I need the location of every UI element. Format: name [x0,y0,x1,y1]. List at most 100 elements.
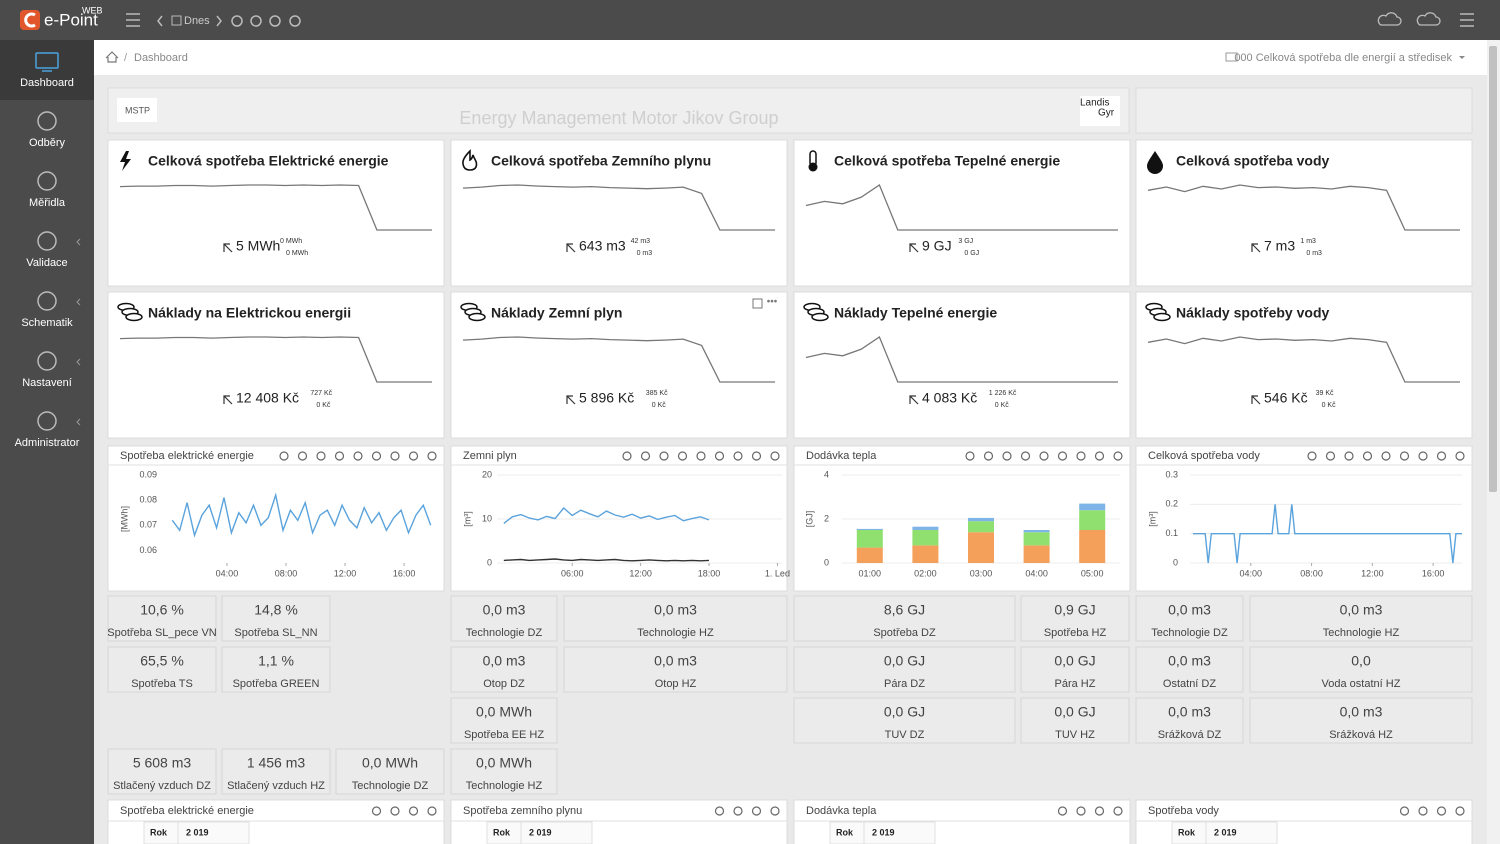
panel-tool[interactable] [1418,806,1428,816]
nav-item[interactable]: Nastavení [22,377,72,389]
nav-item[interactable]: Odběry [29,137,66,149]
panel-tool[interactable] [427,451,437,461]
date-nav[interactable]: Dnes [184,15,210,27]
icon-flame [462,149,478,171]
selector-caret[interactable] [1459,56,1465,59]
panel-tool[interactable] [1307,451,1317,461]
x-tick-label: 03:00 [970,568,993,578]
home-icon[interactable] [105,51,119,63]
toolbar-icon[interactable] [269,15,281,27]
toolbar-icon[interactable] [231,15,243,27]
nav-icon [37,171,57,191]
panel-tool[interactable] [1076,451,1086,461]
panel-tool[interactable] [751,806,762,816]
panel-tool[interactable] [279,451,289,461]
nav-item[interactable]: Administrator [15,437,80,449]
cloud-icon[interactable] [1377,12,1402,26]
y-tick-label: 0 [1173,557,1178,567]
nav-next[interactable] [216,15,222,27]
panel-tool[interactable] [408,806,419,816]
toolbar-icon[interactable] [250,15,262,27]
panel-tool[interactable] [733,451,743,461]
panel-tool[interactable] [1455,451,1465,461]
panel-tool[interactable] [1076,806,1086,816]
panel-tool[interactable] [390,451,400,461]
panel-tool[interactable] [733,806,743,816]
panel-tool[interactable] [965,451,975,461]
panel-tool[interactable] [696,451,706,461]
panel-tool[interactable] [622,451,632,461]
panel-tool[interactable] [427,806,437,816]
chart-panel [107,445,445,592]
panel-tool[interactable] [1418,451,1428,461]
nav-prev[interactable] [157,15,163,27]
panel-tool[interactable] [1436,451,1447,461]
panel-tool[interactable] [297,451,308,461]
nav-item[interactable]: Dashboard [20,77,74,89]
panel-tool[interactable] [1002,451,1012,461]
panel-tool[interactable] [1057,806,1068,816]
kpi-card [107,291,445,439]
x-tick-label: 18:00 [698,568,721,578]
panel-tool[interactable] [714,451,725,461]
panel-tool[interactable] [1399,451,1410,461]
kpi-card [793,139,1131,287]
kpi-trend-icon [223,395,233,405]
line-series [171,492,432,538]
panel-tool[interactable] [1094,451,1105,461]
dashboard-selector[interactable]: 000 Celková spotřeba dle energií a střed… [1234,52,1452,64]
panel-tool[interactable] [1039,451,1049,461]
bar-segment [1023,532,1050,546]
nav-item[interactable]: Schematik [21,317,73,329]
panel-tool[interactable] [1436,806,1447,816]
x-tick-label: 12:00 [629,568,652,578]
nav-item[interactable]: Měřidla [29,197,66,209]
panel-tool[interactable] [983,451,994,461]
scrollbar-thumb[interactable] [1489,46,1497,492]
panel-tool[interactable] [334,451,345,461]
stat-tile [1020,697,1130,744]
panel-tool[interactable] [1325,451,1336,461]
breadcrumb-bar [94,40,1487,75]
nav-icon [35,52,59,69]
panel-tool[interactable] [371,806,382,816]
panel-tool[interactable] [316,451,326,461]
panel-tool[interactable] [751,451,762,461]
panel-tool[interactable] [677,451,688,461]
panel-tool[interactable] [390,806,400,816]
card-action[interactable] [752,298,763,309]
nav-caret [76,238,81,246]
panel-tool[interactable] [1344,451,1354,461]
panel-tool[interactable] [371,451,382,461]
panel-tool[interactable] [770,806,780,816]
panel-tool[interactable] [770,451,780,461]
panel-tool[interactable] [353,451,363,461]
toolbar-icon[interactable] [289,15,301,27]
panel-tool[interactable] [1455,806,1465,816]
kpi-trend-icon [1251,395,1261,405]
panel-tool[interactable] [1381,451,1391,461]
stat-tile [1249,595,1473,642]
panel-tool[interactable] [1399,806,1410,816]
x-tick-label: 04:00 [1025,568,1048,578]
stat-tile [221,595,331,642]
panel-tool[interactable] [1113,806,1123,816]
panel-tool[interactable] [640,451,651,461]
card-menu[interactable]: ••• [767,297,778,308]
cloud-icon[interactable] [1416,12,1441,26]
panel-tool[interactable] [714,806,725,816]
panel-tool[interactable] [659,451,669,461]
stat-label: Spotřeba SL_NN [234,627,317,639]
panel-tool[interactable] [1362,451,1373,461]
panel-tool[interactable] [408,451,419,461]
kpi-title: Náklady na Elektrickou energii [148,305,351,321]
panel-tool[interactable] [1057,451,1068,461]
nav-icon [37,351,57,371]
y-tick-label: 10 [482,513,492,523]
panel-tool[interactable] [1094,806,1105,816]
brand-logo-mark [24,12,36,28]
nav-item[interactable]: Validace [26,257,67,269]
panel-tool[interactable] [1113,451,1123,461]
stat-value: 0,0 GJ [884,704,925,720]
panel-tool[interactable] [1020,451,1031,461]
